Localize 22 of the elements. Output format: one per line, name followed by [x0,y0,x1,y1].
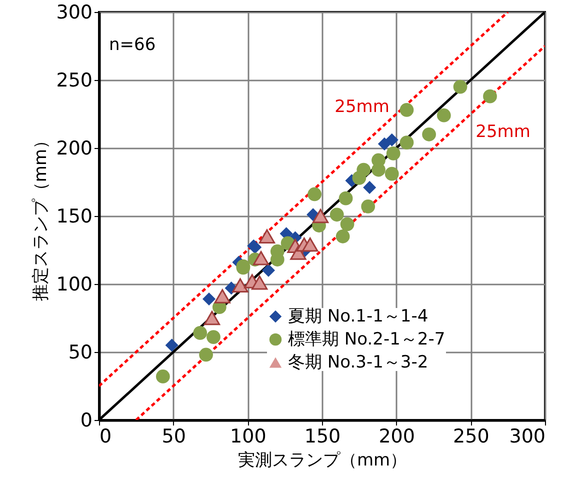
y-tick-label: 300 [56,2,92,24]
y-axis-title: 推定スランプ（mm） [31,132,52,302]
y-tick-label: 150 [56,206,92,228]
x-tick-label: 100 [230,426,266,448]
x-axis-title: 実測スランプ（mm） [238,450,408,470]
x-tick-label: 200 [378,426,415,448]
legend-label: 標準期 No.2-1～2-7 [288,330,446,350]
x-tick-label: 150 [304,426,341,448]
x-tick-label: 50 [162,426,186,448]
legend-label: 夏期 No.1-1～1-4 [288,306,428,326]
y-tick-label: 200 [56,138,92,160]
x-tick-label: 0 [100,426,112,448]
y-tick-label: 0 [80,410,92,432]
y-tick-label: 250 [56,70,92,92]
annotation: 25mm [476,122,530,142]
y-tick-label: 50 [68,342,92,364]
annotation: n=66 [109,35,156,55]
y-tick-label: 100 [56,274,92,296]
annotation: 25mm [334,97,390,117]
x-tick-label: 250 [453,426,490,448]
legend-label: 冬期 No.3-1～3-2 [288,352,428,372]
x-tick-label: 300 [509,426,546,448]
